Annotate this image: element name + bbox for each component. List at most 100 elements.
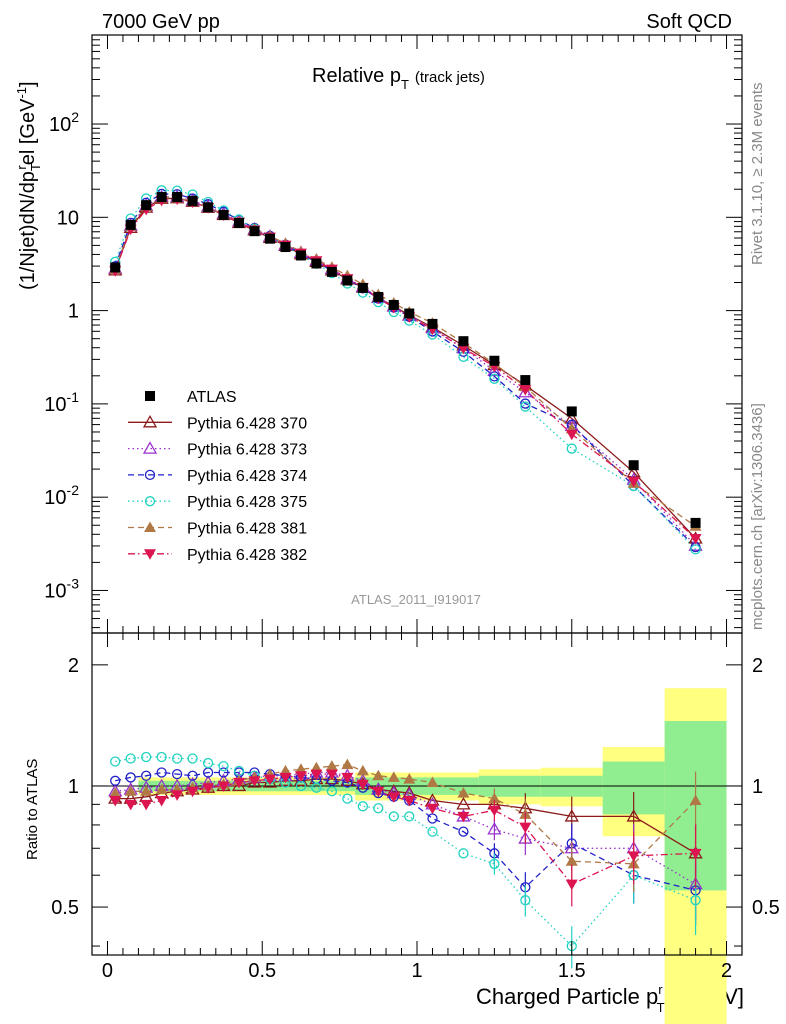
ratio-point-s3 [218, 761, 229, 772]
ratio-point-s0 [456, 797, 471, 810]
atlas-data-point [156, 192, 167, 203]
atlas-data-point [110, 262, 121, 273]
axes-frames: 0 0.5 1 1.5 2 10-3 10-2 10-1 1 10 102 0.5 0.5 1 1 2 2 [44, 34, 780, 982]
ratio-point-s4 [294, 763, 307, 774]
top-y-tick-label: 10-3 [44, 575, 79, 602]
ratio-point-s4 [488, 792, 501, 804]
ratio-point-s3 [342, 793, 353, 804]
legend-label-5: Pythia 6.428 381 [187, 521, 307, 538]
top-ylabel-sup: r [14, 165, 29, 170]
top-point-s5 [457, 343, 470, 355]
legend: ATLAS Pythia 6.428 370 Pythia 6.428 373 Pyt… [128, 389, 307, 564]
atlas-data-point [404, 308, 415, 319]
atlas-data-point [295, 250, 306, 261]
ratio-point-s3 [125, 753, 136, 764]
atlas-data-point [311, 258, 322, 269]
ratio-point-s3 [373, 803, 384, 814]
ratio-point-s4 [341, 758, 354, 770]
ratio-point-s0 [564, 809, 579, 822]
atlas-data-point [187, 195, 198, 206]
ratio-series-markers [108, 751, 703, 969]
atlas-data-point [427, 318, 438, 329]
atlas-data-point [458, 336, 469, 347]
atlas-data-point [280, 242, 291, 253]
ratio-point-s4 [325, 760, 338, 771]
ratio-y-tick-label-right: 2 [752, 655, 763, 677]
ratio-point-s5 [155, 796, 168, 807]
x-tick-label: 0 [102, 960, 113, 982]
ratio-point-s5 [310, 769, 323, 781]
ratio-point-s5 [325, 769, 338, 781]
ratio-point-s3 [427, 826, 438, 837]
legend-label-0: ATLAS [187, 389, 237, 406]
ratio-point-s3 [388, 811, 399, 822]
top-point-s3 [566, 443, 577, 454]
process-label: Soft QCD [646, 11, 732, 33]
ratio-point-s2 [187, 770, 198, 781]
ratio-point-s4 [155, 783, 168, 794]
x-tick-label: 1.5 [558, 960, 586, 982]
ratio-point-s5 [372, 786, 385, 798]
x-tick-label: 0.5 [248, 960, 276, 982]
ratio-y-tick-label-left: 0.5 [51, 897, 79, 919]
atlas-data-point [373, 291, 384, 302]
ratio-point-s2 [141, 770, 152, 781]
mcplots-label: mcplots.cern.ch [arXiv:1306.3436] [749, 403, 766, 630]
x-tick-label: 2 [721, 960, 732, 982]
top-y-tick-label: 102 [49, 109, 79, 136]
atlas-data-point [218, 209, 229, 220]
ratio-point-s4 [279, 764, 292, 776]
top-point-s3 [489, 373, 500, 384]
top-ylabel-sub: T [28, 163, 43, 171]
atlas-data-point [357, 282, 368, 293]
ratio-point-s0 [324, 771, 340, 785]
ratio-point-s5 [457, 811, 470, 823]
ratio-point-s5 [356, 779, 369, 791]
rivet-version-label: Rivet 3.1.10, ≥ 2.3M events [749, 83, 766, 266]
ratio-y-tick-label-left: 1 [68, 776, 79, 798]
atlas-data-point [203, 202, 214, 213]
atlas-data-point [520, 375, 531, 386]
legend-marker-2 [142, 441, 158, 454]
atlas-data-point [249, 226, 260, 237]
ratio-point-s4 [356, 764, 369, 776]
top-y-tick-label: 10 [57, 207, 79, 229]
atlas-data-point [234, 217, 245, 228]
ratio-point-s5 [186, 786, 199, 798]
top-series-line-0 [114, 197, 697, 539]
ratio-point-s5 [263, 774, 276, 786]
ratio-point-s0 [293, 773, 309, 786]
top-point-s1 [688, 538, 703, 551]
ratio-point-s2 [218, 767, 229, 778]
top-point-s3 [690, 544, 701, 555]
ratio-point-s5 [202, 783, 215, 794]
top-series-markers [108, 185, 703, 555]
ratio-point-s5 [341, 772, 354, 784]
ratio-point-s3 [489, 858, 500, 870]
ratio-point-s4 [403, 773, 416, 784]
legend-marker-3 [144, 469, 156, 481]
ratio-point-s5 [233, 777, 246, 789]
plot-title-sub: T [401, 77, 409, 92]
ratio-point-s4 [310, 761, 323, 773]
collision-label: 7000 GeV pp [102, 11, 220, 33]
plot-title: Relative pT (track jets) [312, 65, 485, 92]
ratio-point-s4 [109, 787, 122, 798]
top-point-s3 [520, 401, 531, 412]
xlabel-sub: T [657, 1000, 665, 1015]
top-y-tick-label: 10-1 [44, 389, 79, 416]
ratio-y-tick-label-right: 0.5 [752, 897, 780, 919]
atlas-data-point [489, 355, 500, 366]
xlabel-sup: r [658, 982, 663, 997]
atlas-data-point [141, 200, 152, 211]
ratio-point-s2 [427, 813, 438, 824]
atlas-data-point [264, 233, 275, 244]
legend-marker-4 [144, 496, 156, 507]
ratio-y-axis-label: Ratio to ATLAS [24, 759, 41, 860]
plot-title-main: Relative p [312, 65, 401, 87]
ratio-point-s4 [689, 794, 702, 806]
legend-label-4: Pythia 6.428 375 [187, 494, 307, 511]
ratio-point-s5 [627, 851, 640, 862]
top-y-tick-label: 1 [68, 301, 79, 323]
ratio-point-s5 [689, 848, 702, 860]
